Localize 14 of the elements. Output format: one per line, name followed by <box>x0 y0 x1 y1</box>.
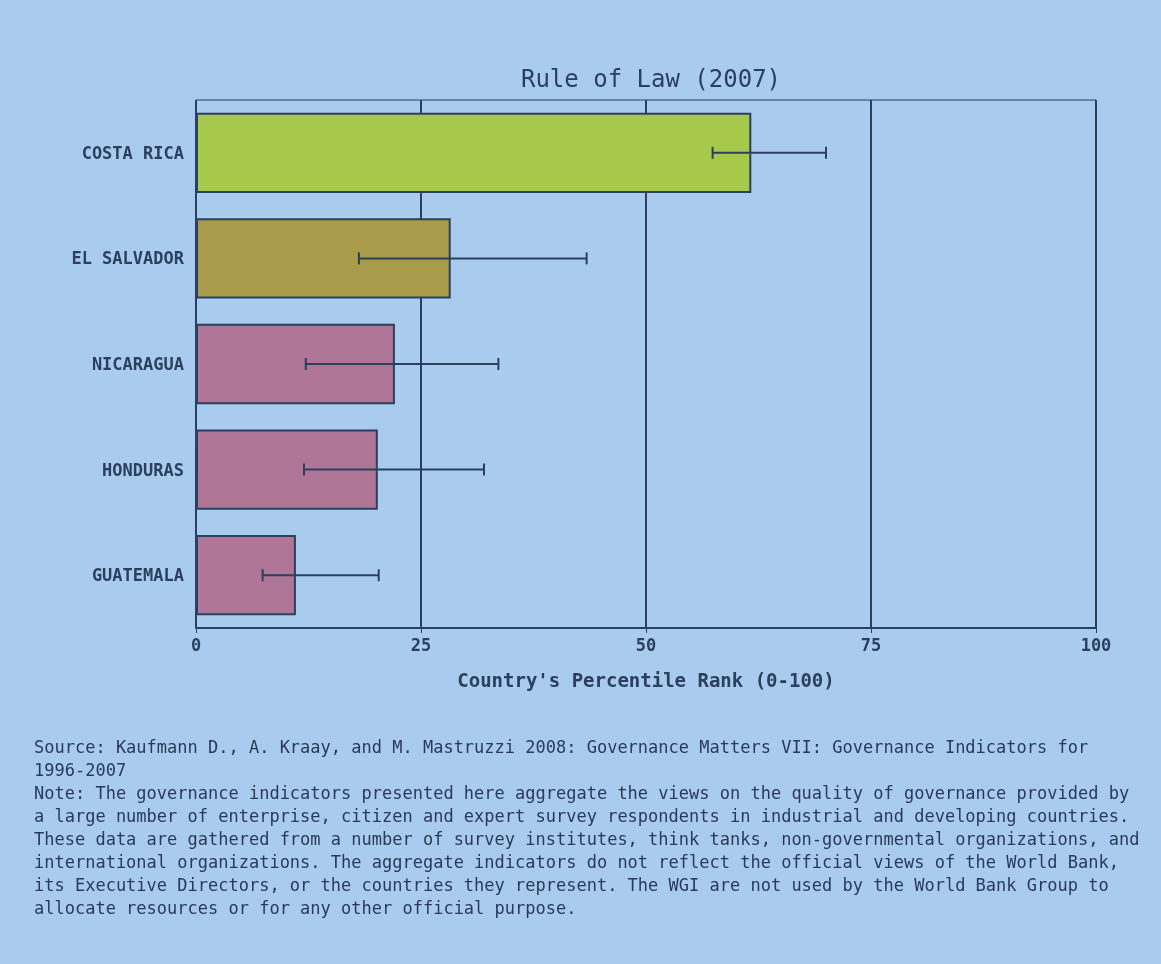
y-tick-label: COSTA RICA <box>81 142 184 163</box>
y-tick-label: EL SALVADOR <box>71 248 185 269</box>
y-tick-label: HONDURAS <box>102 459 184 480</box>
source-note: Source: Kaufmann D., A. Kraay, and M. Mastruzzi 2008: Governance Matters VII: Governance Indicators for 1996-2007 <box>34 736 1090 782</box>
x-tick-label: 50 <box>635 634 657 655</box>
y-tick-label: GUATEMALA <box>91 565 184 586</box>
x-tick-label: 75 <box>860 634 882 655</box>
chart-title: Rule of Law (2007) <box>520 65 782 93</box>
x-axis-title: Country's Percentile Rank (0-100) <box>457 668 835 691</box>
x-tick-label: 100 <box>1080 634 1112 655</box>
x-tick-label: 25 <box>410 634 432 655</box>
text: Note: The governance indicators presented here aggregate the views on the quality of governance provided by a large number of enterprise, citizen and expert survey respondents in industrial and developing countries. These data are gathered from a number of survey institutes, think tanks, non-governmental organizations, and international organizations. The aggregate indicators do not reflect the official views of the World Bank, its Executive Directors, or the countries they represent. The WGI are not used by the World Bank Group to allocate resources or for any other official purpose. <box>34 782 1141 920</box>
y-tick-label: NICARAGUA <box>91 354 184 374</box>
x-tick-label: 0 <box>190 634 202 655</box>
